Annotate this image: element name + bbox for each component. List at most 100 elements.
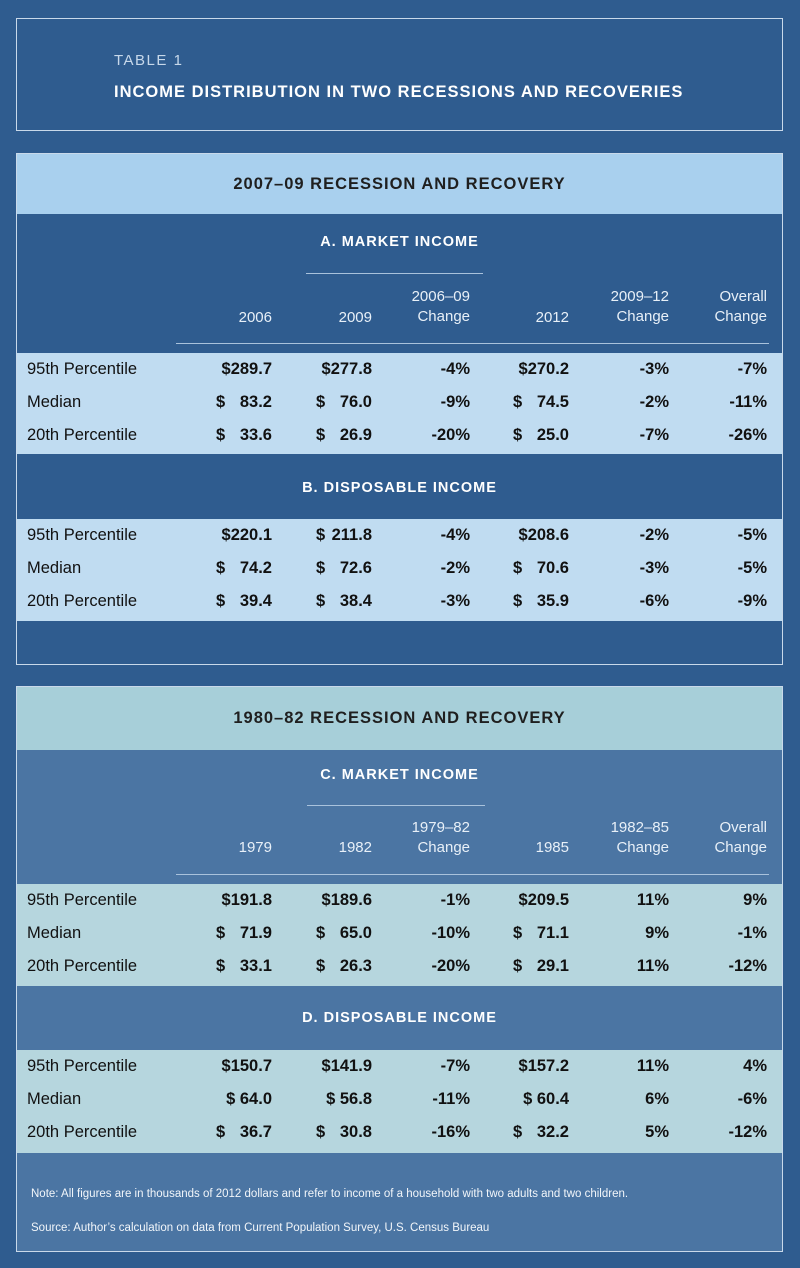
table-cell: $70.6 — [513, 552, 569, 585]
table-cell: 11% — [636, 1057, 669, 1075]
row-label: 95th Percentile — [27, 1057, 138, 1075]
cell-value: 70.6 — [536, 559, 569, 577]
table-cell: -12% — [728, 1123, 767, 1141]
section-c-rows: 95th Percentile $191.8 $189.6 -1% $209.5 11% 9… — [17, 884, 782, 986]
dollar-sign: $ — [316, 426, 326, 444]
row-label: Median — [27, 1090, 82, 1108]
section-title-a: A. MARKET INCOME — [320, 234, 479, 250]
dollar-sign: $ — [216, 426, 226, 444]
table-row: 20th Percentile $33.6 $26.9 -20% $25.0 -7% -26… — [17, 419, 782, 452]
table-cell: $208.6 — [518, 526, 569, 544]
table-row: 95th Percentile $150.7 $141.9 -7% $157.2 11% 4… — [17, 1050, 782, 1083]
table-cell: -7% — [440, 1057, 470, 1075]
dollar-sign: $ — [216, 924, 226, 942]
cell-value: 38.4 — [339, 592, 372, 610]
col-header: 2009 — [338, 309, 372, 326]
dollar-sign: $ — [216, 592, 226, 610]
table-cell: -20% — [431, 957, 470, 975]
table-cell: -3% — [440, 592, 470, 610]
table-row: 95th Percentile $289.7 $277.8 -4% $270.2 -3% -… — [17, 353, 782, 386]
table-cell: 6% — [645, 1090, 669, 1108]
cell-value: 39.4 — [239, 592, 272, 610]
dollar-sign: $ — [216, 1123, 226, 1141]
col-header: Overall Change — [714, 819, 767, 856]
table-cell: $209.5 — [518, 891, 569, 909]
row-label: Median — [27, 559, 82, 577]
row-label: 20th Percentile — [27, 426, 138, 444]
table-cell: $33.6 — [216, 419, 272, 452]
table-cell: -10% — [431, 924, 470, 942]
table-cell: $150.7 — [221, 1057, 272, 1075]
table-cell: $39.4 — [216, 585, 272, 618]
table-cell: -16% — [431, 1123, 470, 1141]
col-header: 1979 — [238, 839, 272, 856]
table-cell: $270.2 — [518, 360, 569, 378]
panel-title: 1980–82 RECESSION AND RECOVERY — [17, 687, 782, 750]
cell-value: 32.2 — [536, 1123, 569, 1141]
table-cell: -4% — [440, 360, 470, 378]
table-cell: -9% — [440, 393, 470, 411]
table-cell: -11% — [432, 1090, 470, 1108]
cell-value: 33.6 — [239, 426, 272, 444]
dollar-sign: $ — [513, 1123, 523, 1141]
table-cell: $289.7 — [221, 360, 272, 378]
dollar-sign: $ — [216, 957, 226, 975]
table-cell: $30.8 — [316, 1116, 372, 1149]
dollar-sign: $ — [316, 559, 326, 577]
table-cell: $76.0 — [316, 386, 372, 419]
section-title-c: C. MARKET INCOME — [320, 767, 479, 783]
table-title-box: TABLE 1 INCOME DISTRIBUTION IN TWO RECES… — [16, 18, 783, 131]
col-header: 1979–82 Change — [411, 819, 470, 856]
dollar-sign: $ — [216, 559, 226, 577]
table-cell: $25.0 — [513, 419, 569, 452]
table-cell: -2% — [639, 526, 669, 544]
cell-value: 30.8 — [339, 1123, 372, 1141]
col-header: Overall Change — [714, 288, 767, 325]
col-header: 1985 — [535, 839, 569, 856]
table-cell: -3% — [639, 559, 669, 577]
table-cell: -9% — [737, 592, 767, 610]
table-cell: -7% — [639, 426, 669, 444]
row-label: Median — [27, 924, 82, 942]
cell-value: 26.9 — [339, 426, 372, 444]
dollar-sign: $ — [513, 393, 523, 411]
col-header: 2012 — [535, 309, 569, 326]
cell-value: 74.5 — [536, 393, 569, 411]
dollar-sign: $ — [513, 559, 523, 577]
row-label: 20th Percentile — [27, 592, 138, 610]
table-row: 20th Percentile $39.4 $38.4 -3% $35.9 -6% -9% — [17, 585, 782, 618]
table-cell: -11% — [729, 393, 767, 411]
table-cell: $277.8 — [321, 360, 372, 378]
dollar-sign: $ — [316, 957, 326, 975]
table-cell: -7% — [737, 360, 767, 378]
table-cell: -12% — [728, 957, 767, 975]
cell-value: 72.6 — [339, 559, 372, 577]
table-cell: $65.0 — [316, 917, 372, 950]
cell-value: 71.1 — [536, 924, 569, 942]
section-d-rows: 95th Percentile $150.7 $141.9 -7% $157.2 11% 4… — [17, 1050, 782, 1153]
cell-value: 26.3 — [339, 957, 372, 975]
table-cell: -2% — [440, 559, 470, 577]
table-cell: -4% — [440, 526, 470, 544]
table-cell: $ 64.0 — [226, 1090, 272, 1108]
dollar-sign: $ — [316, 1123, 326, 1141]
dollar-sign: $ — [316, 592, 326, 610]
cell-value: 65.0 — [339, 924, 372, 942]
table-row: 95th Percentile $220.1 $211.8 -4% $208.6 -2% -… — [17, 519, 782, 552]
header-rule — [176, 874, 769, 875]
dollar-sign: $ — [216, 393, 226, 411]
table-cell: $29.1 — [513, 950, 569, 983]
table-label: TABLE 1 — [114, 52, 184, 69]
table-note: Note: All figures are in thousands of 20… — [31, 1188, 629, 1200]
table-cell: $35.9 — [513, 585, 569, 618]
table-cell: 9% — [743, 891, 767, 909]
cell-value: 33.1 — [239, 957, 272, 975]
cell-value: 76.0 — [339, 393, 372, 411]
table-cell: $191.8 — [221, 891, 272, 909]
table-cell: -3% — [639, 360, 669, 378]
table-cell: $ 56.8 — [326, 1090, 372, 1108]
table-row: Median $ 64.0 $ 56.8 -11% $ 60.4 6% -6% — [17, 1083, 782, 1116]
panel-title: 2007–09 RECESSION AND RECOVERY — [17, 154, 782, 214]
table-cell: $72.6 — [316, 552, 372, 585]
table-cell: $26.9 — [316, 419, 372, 452]
